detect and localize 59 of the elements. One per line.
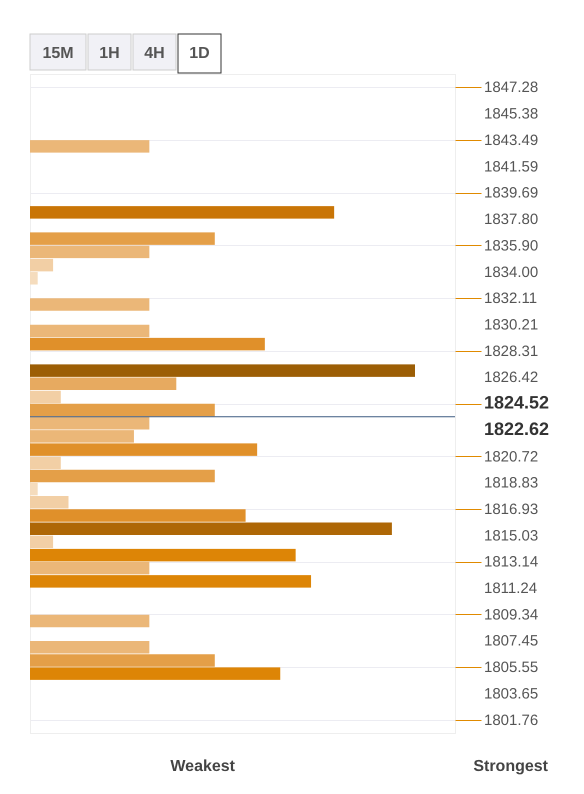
y-tick-label: 1826.42 — [484, 369, 538, 386]
text: 4H — [144, 45, 165, 62]
bar — [30, 614, 150, 628]
y-tick-label: 1820.72 — [484, 448, 538, 466]
text: 1H — [99, 45, 120, 62]
bar — [30, 140, 150, 153]
bar — [30, 575, 312, 588]
bar — [30, 482, 38, 496]
y-tick-label: 1824.52 — [484, 392, 550, 412]
bar — [30, 443, 258, 456]
bar — [30, 390, 61, 404]
bar — [30, 654, 215, 667]
bar — [30, 246, 150, 258]
y-tick-label: 1805.55 — [484, 659, 538, 676]
bar — [30, 667, 280, 680]
y-tick-label: 1841.59 — [484, 158, 538, 176]
bar — [30, 378, 176, 390]
y-tick-label: 1843.49 — [484, 132, 538, 149]
bar — [30, 456, 61, 470]
y-tick-label: 1811.24 — [484, 580, 538, 598]
y-tick-label: 1801.76 — [484, 712, 538, 729]
bar — [30, 206, 334, 219]
bar — [30, 470, 215, 482]
y-tick-label: 1830.21 — [484, 316, 538, 334]
bar — [30, 536, 54, 548]
bar — [30, 509, 246, 522]
y-tick-label: 1807.45 — [484, 632, 538, 650]
bar — [30, 641, 150, 654]
bar — [30, 272, 38, 285]
y-tick-label: 1839.69 — [484, 184, 538, 202]
bar — [30, 404, 215, 416]
y-tick-label: 1834.00 — [484, 264, 538, 281]
y-tick-label: 1828.31 — [484, 342, 538, 360]
bar — [30, 298, 150, 311]
y-tick-label: 1845.38 — [484, 106, 538, 123]
y-tick-label: 1847.28 — [484, 79, 538, 96]
y-tick-label: 1809.34 — [484, 606, 538, 624]
bar — [30, 232, 215, 245]
y-tick-label: 1813.14 — [484, 554, 538, 571]
bar — [30, 522, 392, 535]
bar — [30, 258, 54, 272]
y-tick-label: 1832.11 — [484, 290, 538, 308]
y-tick-label: 1803.65 — [484, 686, 538, 703]
y-tick-label: 1818.83 — [484, 474, 538, 492]
bar — [30, 324, 150, 338]
y-tick-label: 1822.62 — [484, 418, 550, 439]
bar — [30, 338, 265, 350]
text: Strongest — [473, 758, 549, 775]
bar — [30, 562, 150, 574]
text: Weakest — [170, 758, 236, 775]
text: 15M — [42, 45, 74, 62]
y-tick-label: 1837.80 — [484, 210, 538, 228]
y-tick-label: 1816.93 — [484, 500, 538, 518]
bar — [30, 364, 415, 377]
text: 1D — [189, 45, 210, 62]
bar — [30, 548, 296, 562]
y-tick-label: 1835.90 — [484, 237, 538, 254]
bar — [30, 496, 68, 509]
y-tick-label: 1815.03 — [484, 527, 538, 544]
